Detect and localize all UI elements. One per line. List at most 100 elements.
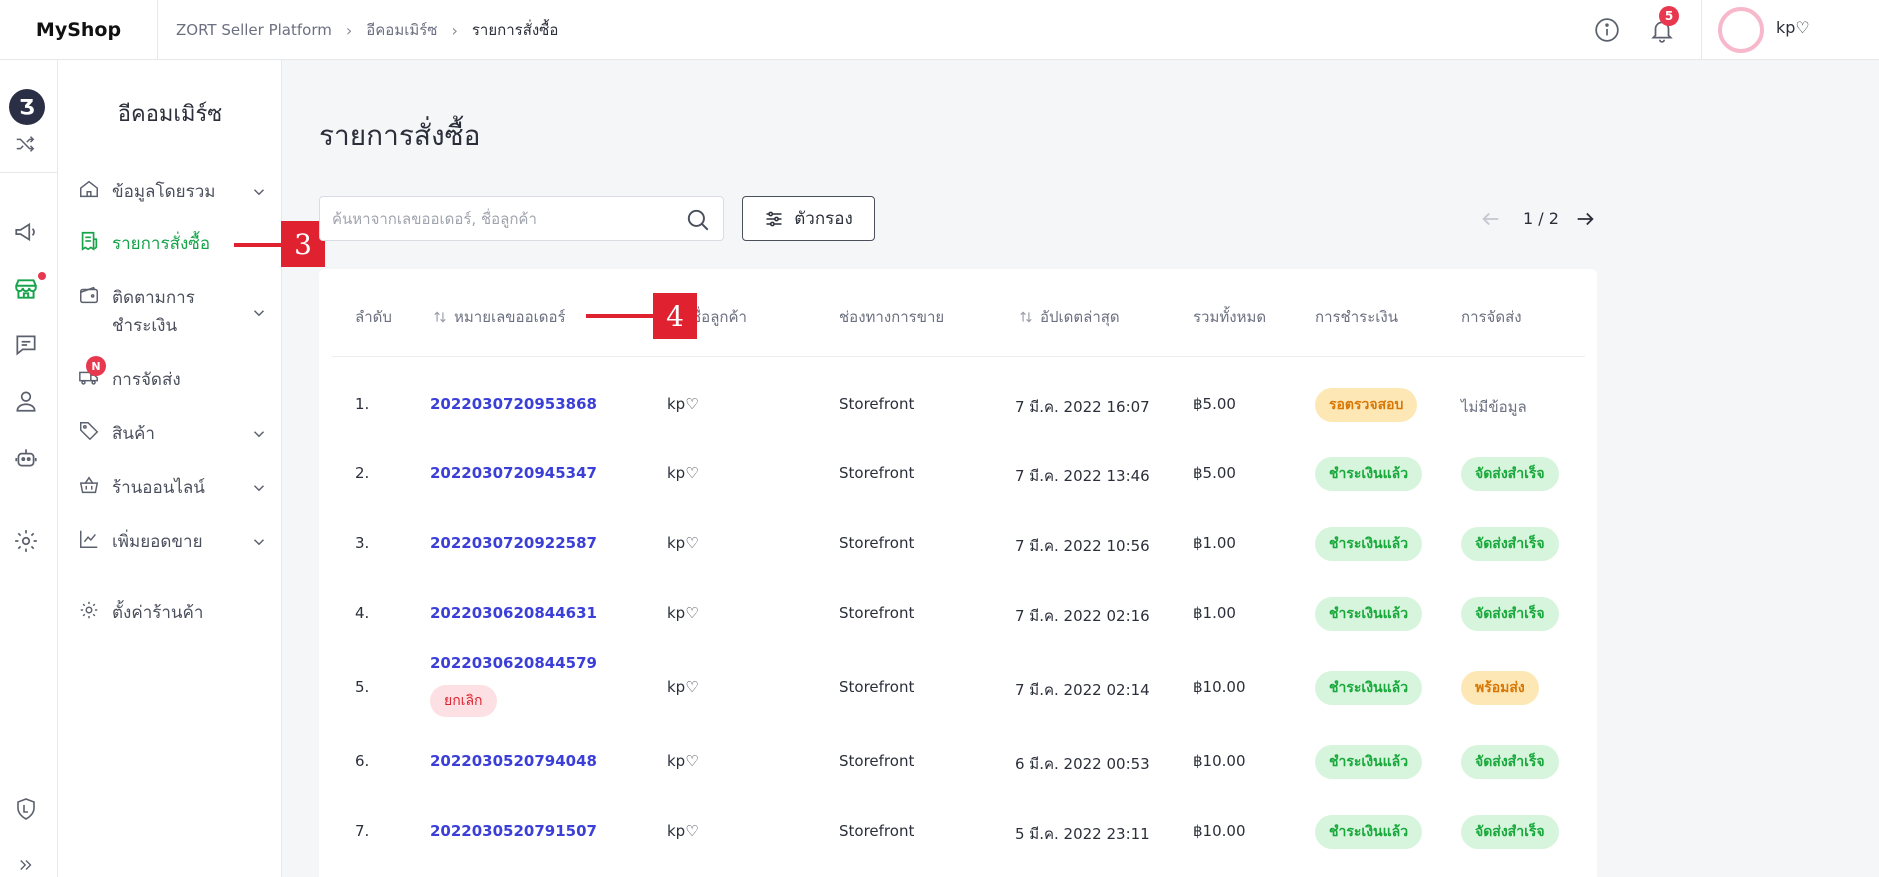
- sidebar-item-store-settings[interactable]: ตั้งค่าร้านค้า: [78, 599, 268, 627]
- column-header-updated[interactable]: อัปเดตล่าสุด: [1019, 305, 1120, 329]
- shuffle-icon[interactable]: [14, 133, 36, 155]
- column-header-customer: ชื่อลูกค้า: [691, 308, 747, 326]
- sliders-icon: [766, 211, 782, 226]
- sales-channel: Storefront: [839, 678, 915, 696]
- payment-status-badge: ชำระเงินแล้ว: [1315, 745, 1423, 779]
- divider: [332, 356, 1585, 357]
- divider: [0, 172, 58, 173]
- sidebar: อีคอมเมิร์ซ ข้อมูลโดยรวม รายการสั่งซื้อ …: [58, 60, 282, 877]
- robot-icon[interactable]: [13, 445, 39, 471]
- arrow-right-icon[interactable]: [1574, 208, 1596, 230]
- annotation-line: [234, 243, 282, 247]
- shield-l-icon[interactable]: [14, 797, 38, 821]
- shipping-status-badge: จัดส่งสำเร็จ: [1461, 815, 1559, 849]
- chevron-down-icon: [253, 431, 265, 438]
- storefront-icon[interactable]: [13, 276, 39, 302]
- order-total: ฿1.00: [1193, 534, 1236, 552]
- info-icon[interactable]: [1594, 17, 1620, 43]
- annotation-callout-4: 4: [653, 293, 697, 339]
- row-index: 2.: [355, 464, 370, 482]
- chevron-down-icon: [253, 310, 265, 317]
- row-index: 3.: [355, 534, 370, 552]
- sidebar-item-shipping[interactable]: การจัดส่ง: [78, 366, 268, 394]
- order-total: ฿1.00: [1193, 604, 1236, 622]
- shipping-status-badge: พร้อมส่ง: [1461, 671, 1539, 705]
- updated-time: 7 มี.ค. 2022 02:14: [1015, 681, 1150, 699]
- customer-name: kp♡: [667, 678, 699, 696]
- payment-status-badge: ชำระเงินแล้ว: [1315, 671, 1423, 705]
- sidebar-item-boost-sales[interactable]: เพิ่มยอดขาย: [78, 528, 268, 556]
- customer-name: kp♡: [667, 822, 699, 840]
- sidebar-item-orders[interactable]: รายการสั่งซื้อ: [78, 230, 268, 258]
- order-number-link[interactable]: 2022030620844631: [430, 604, 597, 622]
- updated-time: 7 มี.ค. 2022 16:07: [1015, 398, 1150, 416]
- icon-rail: [0, 60, 58, 877]
- breadcrumb-item-ecommerce[interactable]: อีคอมเมิร์ซ: [366, 21, 438, 39]
- sales-channel: Storefront: [839, 604, 915, 622]
- sidebar-title: อีคอมเมิร์ซ: [117, 102, 223, 127]
- order-total: ฿10.00: [1193, 752, 1246, 770]
- row-index: 5.: [355, 678, 370, 696]
- order-number-link[interactable]: 2022030520791507: [430, 822, 597, 840]
- order-total: ฿5.00: [1193, 395, 1236, 413]
- order-number-link[interactable]: 2022030720945347: [430, 464, 597, 482]
- username[interactable]: kp♡: [1776, 18, 1810, 37]
- sidebar-item-online-store[interactable]: ร้านออนไลน์: [78, 474, 268, 502]
- orders-table-card: [319, 269, 1597, 877]
- order-total: ฿10.00: [1193, 822, 1246, 840]
- breadcrumb-item-platform[interactable]: ZORT Seller Platform: [176, 21, 332, 39]
- gear-icon[interactable]: [13, 528, 39, 554]
- brand-logo[interactable]: MyShop: [0, 0, 158, 60]
- zort-logo-icon[interactable]: Ʒ: [9, 89, 45, 125]
- sidebar-item-label: รายการสั่งซื้อ: [112, 234, 211, 254]
- sidebar-item-label: ตั้งค่าร้านค้า: [112, 603, 204, 623]
- divider: [1701, 0, 1702, 60]
- row-index: 1.: [355, 395, 370, 413]
- search-input[interactable]: [332, 197, 672, 240]
- sidebar-item-products[interactable]: สินค้า: [78, 420, 268, 448]
- sidebar-item-payment-tracking[interactable]: ติดตามการ ชำระเงิน: [78, 284, 268, 340]
- sidebar-item-label: เพิ่มยอดขาย: [112, 532, 203, 552]
- chevron-right-icon: ›: [451, 20, 458, 40]
- payment-status-badge: ชำระเงินแล้ว: [1315, 815, 1423, 849]
- search-icon[interactable]: [685, 207, 711, 233]
- breadcrumb: ZORT Seller Platform › อีคอมเมิร์ซ › ราย…: [176, 0, 558, 60]
- sidebar-item-label: ร้านออนไลน์: [112, 478, 205, 498]
- cancelled-badge: ยกเลิก: [430, 685, 497, 717]
- order-number-link[interactable]: 2022030520794048: [430, 752, 597, 770]
- arrow-left-icon[interactable]: [1480, 208, 1502, 230]
- sidebar-item-label: การจัดส่ง: [112, 370, 181, 390]
- payment-status-badge: ชำระเงินแล้ว: [1315, 527, 1423, 561]
- new-badge: N: [86, 356, 106, 376]
- megaphone-icon[interactable]: [13, 219, 39, 245]
- order-number-link[interactable]: 2022030620844579: [430, 654, 597, 672]
- page-indicator: 1 / 2: [1523, 209, 1559, 228]
- order-number-link[interactable]: 2022030720953868: [430, 395, 597, 413]
- customer-name: kp♡: [667, 752, 699, 770]
- customer-name: kp♡: [667, 464, 699, 482]
- column-header-shipping: การจัดส่ง: [1461, 308, 1522, 326]
- column-header-order-number[interactable]: หมายเลขออเดอร์: [433, 305, 566, 329]
- tag-icon: [80, 422, 99, 441]
- payment-status-badge: ชำระเงินแล้ว: [1315, 597, 1423, 631]
- avatar[interactable]: [1718, 7, 1764, 53]
- updated-time: 6 มี.ค. 2022 00:53: [1015, 755, 1150, 773]
- breadcrumb-item-orders: รายการสั่งซื้อ: [471, 21, 559, 39]
- sidebar-item-overview[interactable]: ข้อมูลโดยรวม: [78, 178, 268, 206]
- sort-icon: [434, 311, 446, 323]
- shipping-status-badge: จัดส่งสำเร็จ: [1461, 457, 1559, 491]
- column-header-payment: การชำระเงิน: [1315, 308, 1398, 326]
- chevron-down-icon: [253, 485, 265, 492]
- customer-name: kp♡: [667, 534, 699, 552]
- double-chevron-right-icon[interactable]: [16, 856, 36, 874]
- top-bar: MyShop ZORT Seller Platform › อีคอมเมิร์…: [0, 0, 1879, 60]
- payment-status-badge: ชำระเงินแล้ว: [1315, 457, 1423, 491]
- filter-button[interactable]: ตัวกรอง: [742, 196, 875, 241]
- payment-status-badge: รอตรวจสอบ: [1315, 388, 1418, 422]
- filter-label: ตัวกรอง: [794, 209, 853, 229]
- shipping-status: ไม่มีข้อมูล: [1461, 398, 1527, 416]
- receipt-icon: [81, 231, 98, 251]
- chat-icon[interactable]: [13, 332, 39, 358]
- user-icon[interactable]: [13, 388, 39, 414]
- order-number-link[interactable]: 2022030720922587: [430, 534, 597, 552]
